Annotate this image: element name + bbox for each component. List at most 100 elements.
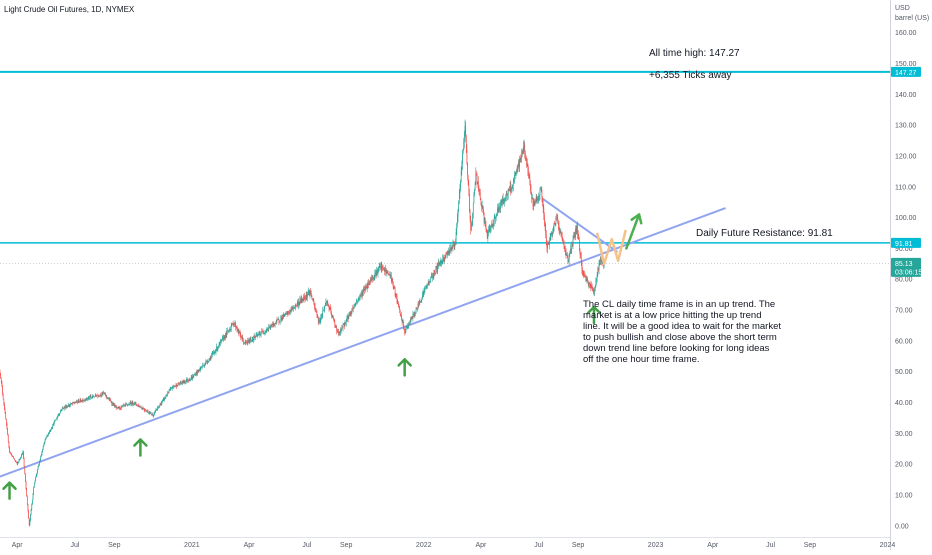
analysis-line-2[interactable]: market is at a low price hitting the up … [583,310,761,321]
candle [552,228,553,237]
candle [446,252,447,255]
candle-body [141,408,142,409]
candle [425,285,426,288]
candle [373,277,374,282]
price-axis-currency: USD [895,5,910,12]
candle-body [385,269,386,272]
candle-body [355,303,356,304]
candle-body [54,422,55,425]
candle-body [477,175,478,184]
candle-body [271,325,272,327]
candle-body [587,279,588,282]
candle [348,316,349,323]
candle-body [265,331,266,332]
chart-title[interactable]: Light Crude Oil Futures, 1D, NYMEX [4,5,135,14]
ath-annotation[interactable]: All time high: 147.27 [649,48,740,59]
candle-body [187,379,188,381]
candle [278,317,279,320]
candle-body [423,291,424,295]
analysis-line-3[interactable]: line. It will be a good idea to wait for… [583,321,781,332]
candle-body [229,330,230,331]
candle-body [500,202,501,208]
candle [485,218,486,227]
ticks-away-annotation[interactable]: +6,355 Ticks away [649,70,732,81]
candle-body [250,339,251,340]
candle [42,449,43,453]
candle [238,329,239,334]
candle-body [266,330,267,331]
analysis-line-6[interactable]: off the one hour time frame. [583,354,700,365]
price-tick-label: 160.00 [895,30,917,37]
analysis-line-5[interactable]: down trend line before looking for long … [583,343,770,354]
candle-body [189,380,190,381]
candle [134,403,135,405]
candle [174,386,175,389]
candle-body [454,243,455,247]
candle [228,330,229,333]
candle-body [245,343,246,344]
candle-body [239,332,240,333]
resistance-annotation[interactable]: Daily Future Resistance: 91.81 [696,228,833,239]
candle-body [122,406,123,407]
candle [590,284,591,291]
candle-body [390,275,391,276]
candle [56,419,57,421]
candle-body [310,291,311,295]
candle-body [196,372,197,375]
candle [33,493,34,500]
candle [396,293,397,299]
candle-body [38,465,39,467]
candle-body [108,398,109,399]
analysis-line-1[interactable]: The CL daily time frame is in an up tren… [583,299,775,310]
candle-body [70,404,71,405]
time-tick-label: Sep [804,542,817,549]
candle-body [266,331,267,332]
candle-body [143,408,144,409]
candle-body [499,205,500,208]
candle [384,267,385,275]
candle-body [281,318,282,320]
candle [233,321,234,326]
candle [223,334,224,342]
candle-body [243,340,244,343]
candle [92,396,93,398]
candle [315,303,316,312]
candle-body [49,431,50,433]
candle [320,318,321,325]
candle [212,351,213,355]
candle [307,292,308,301]
candle-body [561,231,562,233]
price-tick-label: 70.00 [895,308,913,315]
candle [397,294,398,305]
candle [127,404,128,406]
candle-body [578,234,579,235]
candle-body [476,174,477,176]
candle [569,253,570,265]
candle-body [554,223,555,231]
analysis-line-4[interactable]: to push bullish and close above the shor… [583,332,777,343]
candle [598,267,599,273]
candle-body [15,460,16,461]
candle [129,402,130,405]
candle-body [510,186,511,191]
candle [205,359,206,364]
candle [76,400,77,403]
candle [210,356,211,361]
candle-body [5,409,6,413]
candle-body [460,188,461,194]
candle-body [233,323,234,325]
candle-body [296,305,297,306]
candle-body [437,265,438,270]
candle-body [336,327,337,331]
candle [515,172,516,176]
candle-body [171,388,172,389]
candle [448,248,449,256]
candle-body [463,150,464,154]
candle-body [103,392,104,393]
candle-body [300,300,301,303]
candle [302,298,303,302]
candle-body [264,333,265,334]
candle-body [491,225,492,227]
candle [393,281,394,290]
